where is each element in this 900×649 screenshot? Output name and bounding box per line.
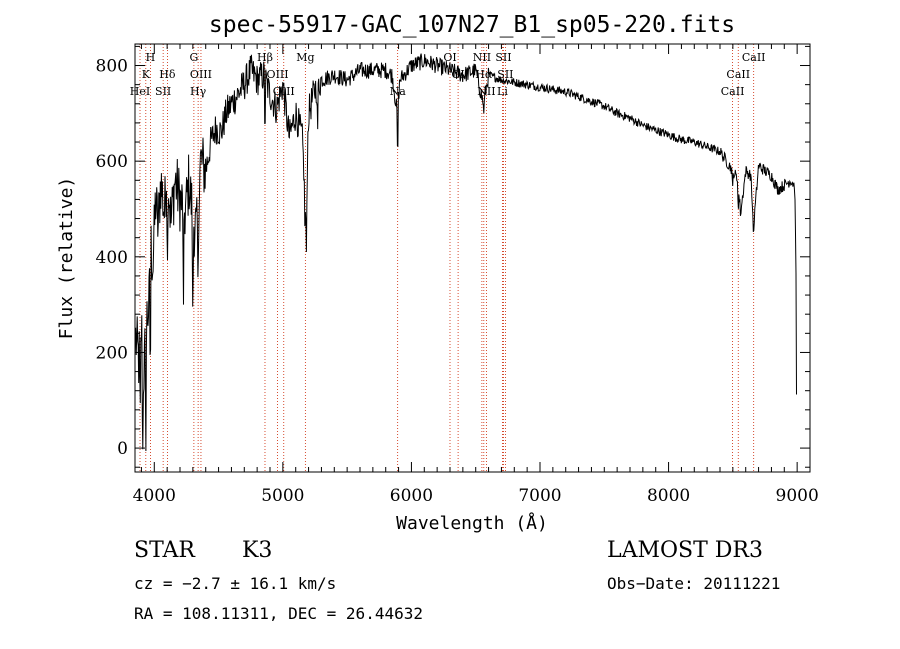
line-label: HeI [130, 85, 150, 98]
line-label: G [189, 51, 198, 64]
x-tick-label: 5000 [261, 486, 304, 506]
y-axis-ticks: 0 200 400 600 800 [96, 45, 810, 468]
x-tick-label: 8000 [647, 486, 690, 506]
plot-frame [134, 43, 811, 473]
x-axis-label: Wavelength (Å) [396, 512, 548, 534]
line-label: Na [390, 85, 407, 98]
x-axis-ticks: 4000 5000 6000 7000 8000 9000 [133, 44, 819, 506]
observation-date: Obs−Date: 20111221 [607, 574, 781, 593]
line-label: Hβ [257, 51, 273, 64]
line-label: CaII [721, 85, 745, 98]
line-label: SII [155, 85, 171, 98]
survey-name: LAMOST DR3 [607, 538, 763, 563]
object-class: STAR [134, 538, 195, 563]
line-label: SII [495, 51, 511, 64]
chart-title: spec-55917-GAC_107N27_B1_sp05-220.fits [209, 12, 735, 38]
y-axis-label: Flux (relative) [56, 177, 77, 340]
y-tick-label: 600 [96, 152, 128, 172]
x-tick-label: 7000 [518, 486, 561, 506]
line-label: OI [443, 51, 456, 64]
y-tick-label: 800 [96, 57, 128, 77]
emission-line-markers [139, 44, 755, 472]
y-tick-label: 0 [117, 439, 128, 459]
line-label: OIII [267, 68, 289, 81]
line-label: H [146, 51, 156, 64]
x-tick-label: 4000 [133, 486, 176, 506]
y-tick-label: 400 [96, 248, 128, 268]
line-label: Hγ [190, 85, 207, 98]
line-label: NII [473, 51, 491, 64]
y-tick-label: 200 [96, 343, 128, 363]
x-tick-label: 9000 [776, 486, 819, 506]
line-label: Hδ [159, 68, 176, 81]
line-label: CaII [726, 68, 750, 81]
redshift-readout: cz = −2.7 ± 16.1 km/s [134, 574, 337, 593]
line-label: SII [497, 68, 513, 81]
object-subclass: K3 [242, 538, 273, 563]
spectrum-line [135, 53, 797, 452]
line-label: Mg [296, 51, 314, 64]
line-label: Li [497, 85, 508, 98]
coordinates: RA = 108.11311, DEC = 26.44632 [134, 604, 423, 623]
line-label: OIII [190, 68, 212, 81]
line-label: CaII [742, 51, 766, 64]
x-tick-label: 6000 [390, 486, 433, 506]
line-label: K [142, 68, 151, 81]
